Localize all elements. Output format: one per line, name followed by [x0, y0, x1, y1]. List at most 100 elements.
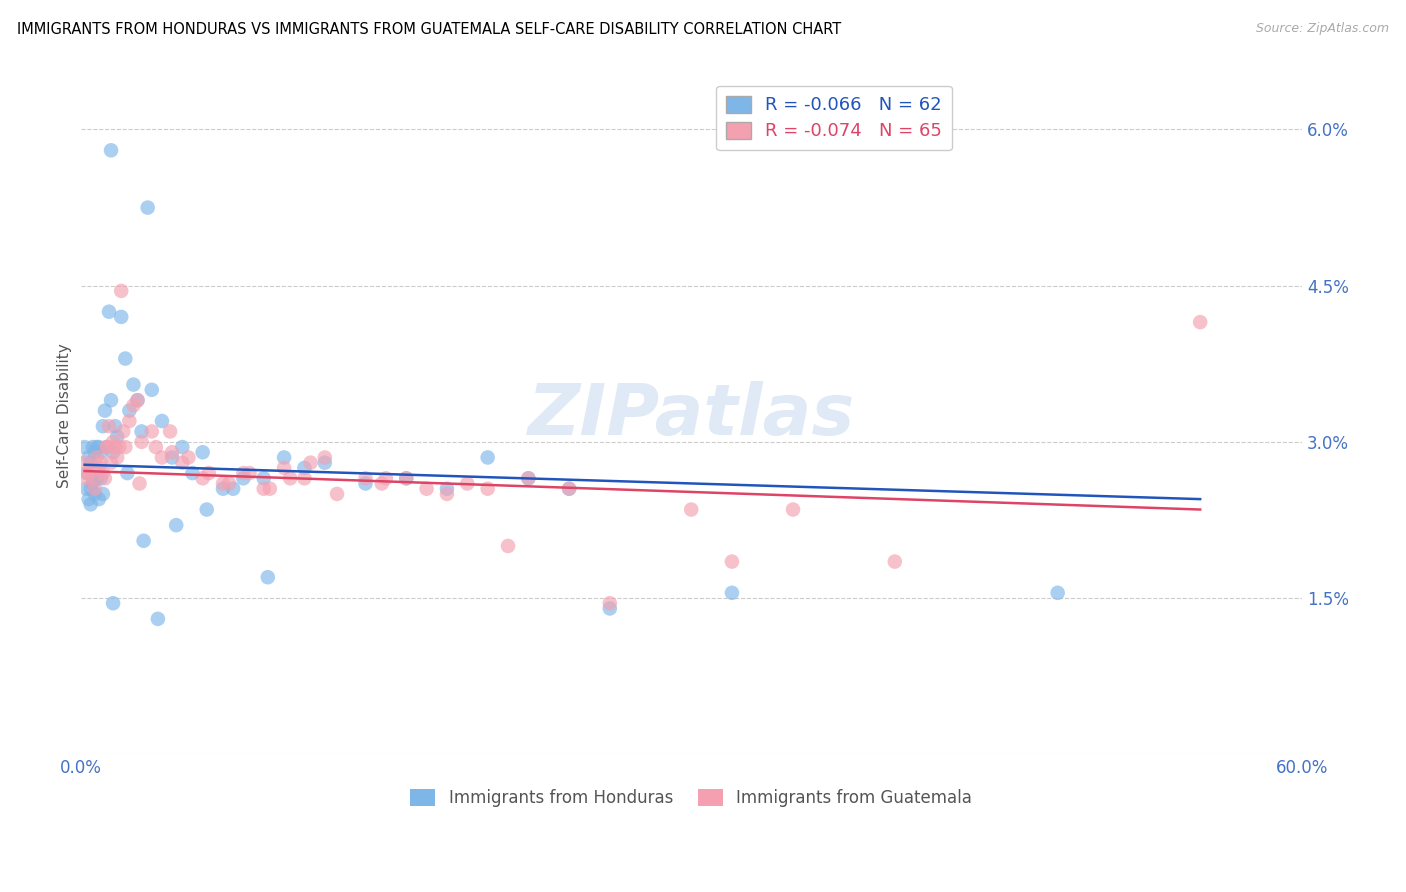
- Point: [94, 471, 117, 485]
- Point: [118, 403, 141, 417]
- Text: Source: ZipAtlas.com: Source: ZipAtlas.com: [1256, 22, 1389, 36]
- Point: [326, 487, 349, 501]
- Text: IMMIGRANTS FROM HONDURAS VS IMMIGRANTS FROM GUATEMALA SELF-CARE DISABILITY CORRE: IMMIGRANTS FROM HONDURAS VS IMMIGRANTS F…: [17, 22, 841, 37]
- Point: [122, 398, 145, 412]
- Point: [76, 466, 98, 480]
- Point: [477, 450, 499, 465]
- Point: [354, 476, 377, 491]
- Point: [177, 450, 200, 465]
- Point: [91, 466, 114, 480]
- Point: [477, 482, 499, 496]
- Point: [160, 450, 183, 465]
- Point: [415, 482, 437, 496]
- Point: [77, 450, 100, 465]
- Point: [86, 440, 108, 454]
- Point: [127, 393, 149, 408]
- Point: [278, 471, 301, 485]
- Point: [371, 476, 394, 491]
- Point: [91, 487, 114, 501]
- Point: [77, 492, 100, 507]
- Point: [294, 471, 316, 485]
- Point: [172, 456, 194, 470]
- Point: [96, 440, 118, 454]
- Point: [314, 450, 336, 465]
- Point: [104, 440, 127, 454]
- Point: [87, 440, 110, 454]
- Point: [82, 471, 104, 485]
- Point: [131, 425, 153, 439]
- Point: [273, 450, 295, 465]
- Point: [436, 487, 458, 501]
- Point: [232, 471, 254, 485]
- Point: [83, 487, 105, 501]
- Point: [395, 471, 418, 485]
- Point: [80, 482, 103, 496]
- Point: [354, 471, 377, 485]
- Y-axis label: Self-Care Disability: Self-Care Disability: [58, 343, 72, 488]
- Legend: Immigrants from Honduras, Immigrants from Guatemala: Immigrants from Honduras, Immigrants fro…: [404, 782, 979, 814]
- Point: [112, 425, 135, 439]
- Point: [374, 471, 396, 485]
- Point: [114, 351, 136, 366]
- Point: [294, 461, 316, 475]
- Point: [141, 383, 163, 397]
- Point: [256, 570, 278, 584]
- Point: [721, 586, 744, 600]
- Point: [160, 445, 183, 459]
- Point: [218, 476, 240, 491]
- Point: [90, 471, 112, 485]
- Point: [108, 440, 131, 454]
- Point: [73, 440, 96, 454]
- Point: [105, 450, 128, 465]
- Point: [80, 461, 103, 475]
- Point: [100, 456, 122, 470]
- Point: [212, 482, 235, 496]
- Point: [181, 466, 204, 480]
- Point: [436, 482, 458, 496]
- Point: [253, 482, 276, 496]
- Point: [599, 601, 621, 615]
- Point: [232, 466, 254, 480]
- Point: [146, 612, 169, 626]
- Point: [82, 476, 104, 491]
- Point: [172, 440, 194, 454]
- Point: [76, 482, 98, 496]
- Point: [1046, 586, 1069, 600]
- Point: [141, 425, 163, 439]
- Point: [599, 596, 621, 610]
- Point: [197, 466, 219, 480]
- Point: [100, 393, 122, 408]
- Point: [222, 482, 245, 496]
- Point: [110, 284, 132, 298]
- Point: [105, 430, 128, 444]
- Point: [80, 497, 103, 511]
- Point: [100, 144, 122, 158]
- Point: [238, 466, 260, 480]
- Point: [73, 456, 96, 470]
- Point: [87, 461, 110, 475]
- Point: [150, 414, 173, 428]
- Point: [496, 539, 519, 553]
- Point: [299, 456, 322, 470]
- Point: [98, 419, 121, 434]
- Point: [558, 482, 581, 496]
- Point: [98, 304, 121, 318]
- Point: [195, 502, 218, 516]
- Point: [395, 471, 418, 485]
- Point: [131, 434, 153, 449]
- Point: [101, 445, 124, 459]
- Point: [117, 466, 139, 480]
- Point: [77, 466, 100, 480]
- Point: [90, 445, 112, 459]
- Point: [132, 533, 155, 548]
- Point: [883, 555, 905, 569]
- Point: [253, 471, 276, 485]
- Point: [101, 434, 124, 449]
- Point: [517, 471, 540, 485]
- Point: [104, 419, 127, 434]
- Point: [145, 440, 167, 454]
- Point: [101, 596, 124, 610]
- Point: [96, 440, 118, 454]
- Point: [110, 310, 132, 324]
- Point: [456, 476, 478, 491]
